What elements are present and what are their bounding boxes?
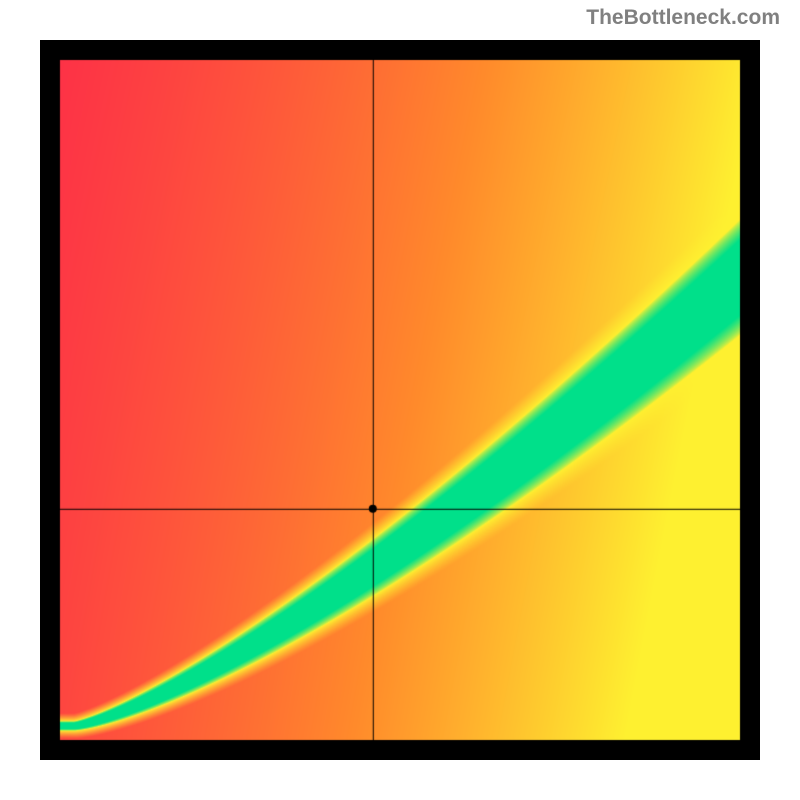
chart-container: TheBottleneck.com [0, 0, 800, 800]
plot-area [40, 40, 760, 760]
heatmap-canvas [40, 40, 760, 760]
watermark-text: TheBottleneck.com [586, 6, 780, 30]
